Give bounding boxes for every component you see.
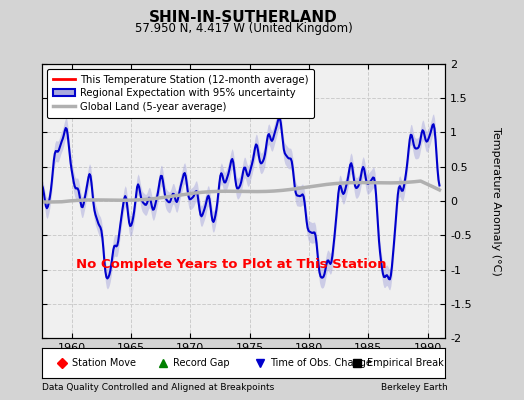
Text: Station Move: Station Move	[72, 358, 136, 368]
Text: Time of Obs. Change: Time of Obs. Change	[270, 358, 372, 368]
Legend: This Temperature Station (12-month average), Regional Expectation with 95% uncer: This Temperature Station (12-month avera…	[47, 69, 314, 118]
Text: Berkeley Earth: Berkeley Earth	[381, 383, 448, 392]
Text: 57.950 N, 4.417 W (United Kingdom): 57.950 N, 4.417 W (United Kingdom)	[135, 22, 353, 35]
Text: Data Quality Controlled and Aligned at Breakpoints: Data Quality Controlled and Aligned at B…	[42, 383, 274, 392]
Text: No Complete Years to Plot at This Station: No Complete Years to Plot at This Statio…	[77, 258, 387, 270]
Y-axis label: Temperature Anomaly (°C): Temperature Anomaly (°C)	[492, 127, 501, 275]
Text: Record Gap: Record Gap	[173, 358, 230, 368]
Text: SHIN-IN-SUTHERLAND: SHIN-IN-SUTHERLAND	[149, 10, 338, 25]
Text: Empirical Break: Empirical Break	[367, 358, 443, 368]
